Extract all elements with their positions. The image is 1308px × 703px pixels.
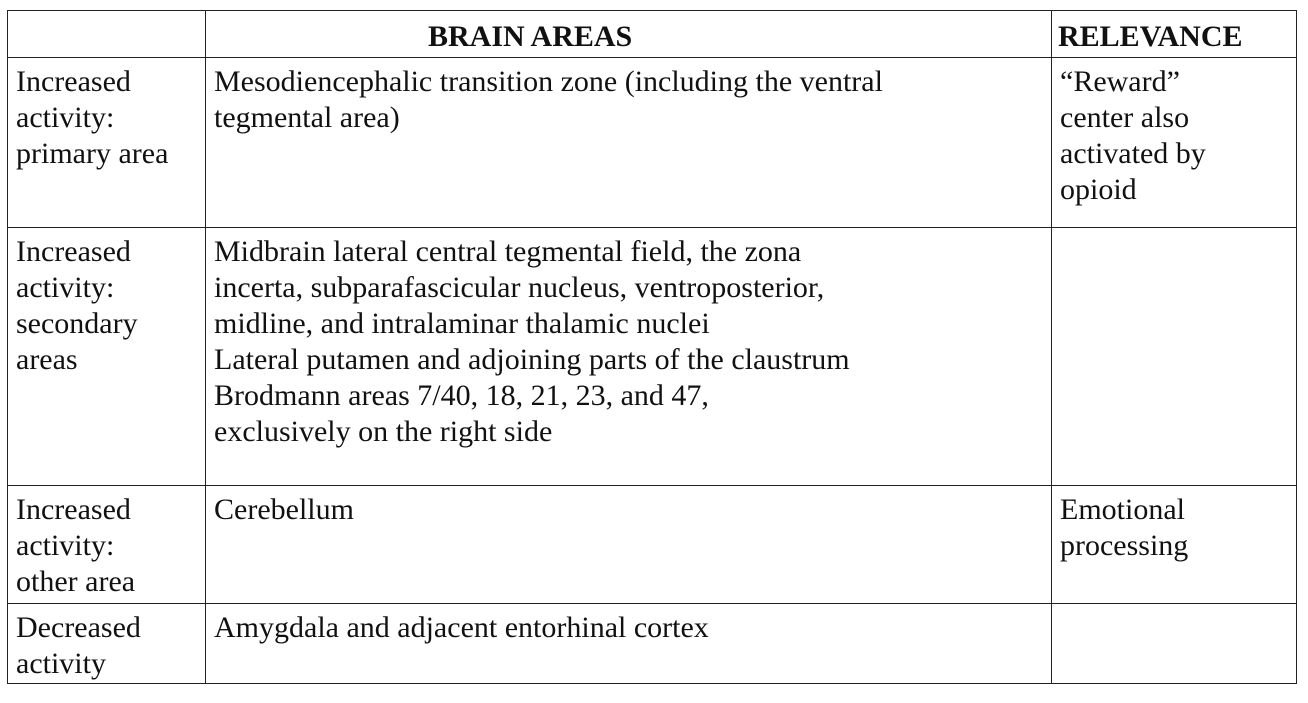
- category-line: Increased: [16, 493, 131, 526]
- table-row: Increased activity: other area Cerebellu…: [7, 485, 1297, 604]
- relevance-line: center also: [1060, 101, 1190, 134]
- table-row: Increased activity: secondary areas Midb…: [7, 227, 1297, 486]
- table-row: Decreased activity Amygdala and adjacent…: [7, 603, 1297, 684]
- relevance-line: opioid: [1060, 173, 1137, 206]
- brain-areas-table: BRAIN AREAS RELEVANCE Increased activity…: [7, 10, 1297, 684]
- category-line: activity:: [16, 101, 115, 134]
- header-relevance: RELEVANCE: [1051, 10, 1297, 58]
- category-cell: Increased activity: secondary areas: [7, 227, 206, 486]
- areas-line: midline, and intralaminar thalamic nucle…: [214, 307, 710, 340]
- header-brain-areas: BRAIN AREAS: [205, 10, 1052, 58]
- areas-line: incerta, subparafascicular nucleus, vent…: [214, 271, 825, 304]
- category-line: activity:: [16, 271, 115, 304]
- category-line: Decreased: [16, 611, 141, 644]
- category-line: areas: [16, 343, 78, 376]
- areas-line: Cerebellum: [214, 493, 354, 526]
- category-cell: Decreased activity: [7, 603, 206, 684]
- category-line: activity: [16, 647, 106, 680]
- areas-line: Brodmann areas 7/40, 18, 21, 23, and 47,: [214, 379, 709, 412]
- relevance-cell: “Reward” center also activated by opioid: [1051, 57, 1297, 228]
- category-line: other area: [16, 565, 136, 598]
- areas-line: Lateral putamen and adjoining parts of t…: [214, 343, 850, 376]
- areas-line: exclusively on the right side: [214, 415, 553, 448]
- areas-line: tegmental area): [214, 101, 400, 134]
- relevance-line: Emotional: [1060, 493, 1185, 526]
- category-line: secondary: [16, 307, 138, 340]
- category-cell: Increased activity: primary area: [7, 57, 206, 228]
- relevance-line: “Reward”: [1060, 65, 1180, 98]
- brain-areas-cell: Midbrain lateral central tegmental field…: [205, 227, 1052, 486]
- category-line: Increased: [16, 65, 131, 98]
- category-cell: Increased activity: other area: [7, 485, 206, 604]
- header-category: [7, 10, 206, 58]
- brain-areas-cell: Cerebellum: [205, 485, 1052, 604]
- brain-areas-cell: Amygdala and adjacent entorhinal cortex: [205, 603, 1052, 684]
- header-row: BRAIN AREAS RELEVANCE: [7, 10, 1297, 58]
- areas-line: Mesodiencephalic transition zone (includ…: [214, 65, 883, 98]
- category-line: activity:: [16, 529, 115, 562]
- brain-areas-cell: Mesodiencephalic transition zone (includ…: [205, 57, 1052, 228]
- relevance-line: processing: [1060, 529, 1189, 562]
- category-line: Increased: [16, 235, 131, 268]
- relevance-cell: [1051, 603, 1297, 684]
- areas-line: Midbrain lateral central tegmental field…: [214, 235, 802, 268]
- areas-line: Amygdala and adjacent entorhinal cortex: [214, 611, 709, 644]
- relevance-cell: Emotional processing: [1051, 485, 1297, 604]
- relevance-cell: [1051, 227, 1297, 486]
- category-line: primary area: [16, 137, 169, 170]
- relevance-line: activated by: [1060, 137, 1206, 170]
- table-row: Increased activity: primary area Mesodie…: [7, 57, 1297, 228]
